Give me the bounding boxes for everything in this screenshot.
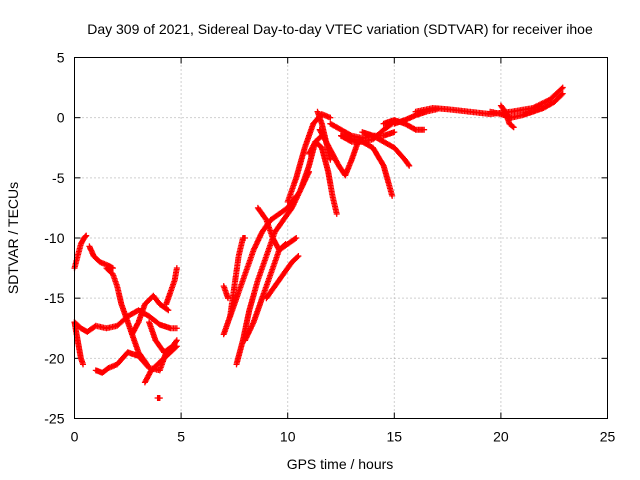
plus-markers (146, 319, 180, 356)
series-arc-15 (227, 235, 249, 320)
series-arc-26 (338, 132, 396, 199)
series-arc-11 (154, 395, 163, 402)
plus-markers (141, 343, 180, 386)
x-tick-label: 0 (71, 429, 79, 445)
series-arc-09 (146, 319, 180, 356)
y-tick-label: -25 (44, 411, 64, 427)
plus-markers (497, 102, 517, 131)
plus-markers (227, 235, 249, 320)
x-tick-label: 20 (493, 429, 509, 445)
series-arc-21 (306, 138, 340, 217)
data-points (71, 84, 566, 402)
plus-markers (220, 283, 232, 302)
series-arc-17 (254, 204, 289, 253)
plus-markers (163, 265, 180, 308)
plus-markers (306, 138, 340, 217)
plus-markers (338, 132, 396, 199)
plus-markers (254, 204, 289, 253)
y-tick-label: -10 (44, 230, 64, 246)
x-tick-label: 25 (600, 429, 616, 445)
plus-markers (154, 395, 163, 402)
y-tick-label: 5 (57, 50, 65, 66)
series-arc-14 (233, 168, 313, 368)
plot-frame (74, 57, 608, 419)
y-tick-label: 0 (57, 110, 65, 126)
plus-markers (86, 243, 116, 272)
x-tick-label: 10 (280, 429, 296, 445)
y-tick-label: -15 (44, 290, 64, 306)
series-arc-27 (359, 129, 413, 169)
series-arc-18 (263, 253, 302, 302)
x-tick-labels: 0 5 10 15 20 25 (71, 429, 616, 445)
y-tick-labels: 5 0 -5 -10 -15 -20 -25 (44, 50, 64, 427)
x-tick-label: 15 (387, 429, 403, 445)
series-arc-12 (220, 283, 232, 302)
y-axis-label: SDTVAR / TECUs (5, 182, 21, 294)
series-arc-23 (314, 108, 334, 163)
plus-markers (314, 108, 334, 163)
plus-markers (359, 129, 413, 169)
plus-markers (129, 292, 172, 338)
plus-markers (263, 253, 302, 302)
series-arc-07 (129, 292, 172, 338)
plus-markers (233, 168, 313, 368)
series-arc-04 (86, 243, 116, 272)
y-tick-label: -20 (44, 350, 64, 366)
x-axis-label: GPS time / hours (287, 456, 394, 472)
x-tick-label: 5 (177, 429, 185, 445)
chart-title: Day 309 of 2021, Sidereal Day-to-day VTE… (87, 21, 593, 37)
series-arc-32 (497, 102, 517, 131)
series-arc-10 (163, 265, 180, 308)
y-tick-label: -5 (52, 170, 65, 186)
series-arc-08 (141, 343, 180, 386)
